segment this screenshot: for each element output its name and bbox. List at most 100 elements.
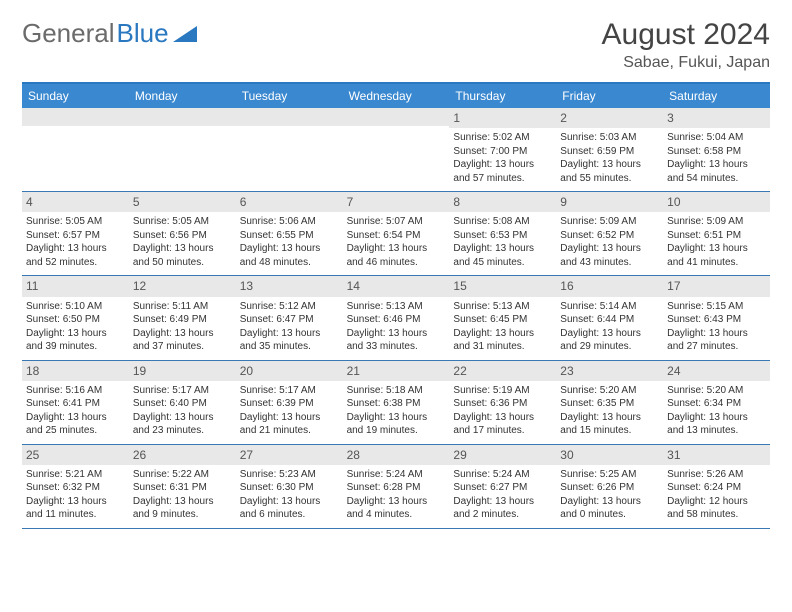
- cell-line: Sunset: 6:46 PM: [347, 313, 446, 327]
- cell-line: Daylight: 13 hours: [667, 327, 766, 341]
- day-number: 4: [22, 192, 129, 212]
- page-title: August 2024: [602, 18, 770, 52]
- cell-line: Sunrise: 5:02 AM: [453, 131, 552, 145]
- calendar-cell: 23Sunrise: 5:20 AMSunset: 6:35 PMDayligh…: [556, 361, 663, 444]
- cell-line: and 35 minutes.: [240, 340, 339, 354]
- cell-line: Sunrise: 5:21 AM: [26, 468, 125, 482]
- cell-line: Daylight: 13 hours: [133, 411, 232, 425]
- calendar-week: 18Sunrise: 5:16 AMSunset: 6:41 PMDayligh…: [22, 361, 770, 445]
- calendar-cell: 15Sunrise: 5:13 AMSunset: 6:45 PMDayligh…: [449, 276, 556, 359]
- cell-line: Sunrise: 5:13 AM: [453, 300, 552, 314]
- calendar-week: 1Sunrise: 5:02 AMSunset: 7:00 PMDaylight…: [22, 108, 770, 192]
- cell-line: and 50 minutes.: [133, 256, 232, 270]
- calendar-cell: 13 Sunrise: 5:12 AMSunset: 6:47 PMDayligh…: [236, 276, 343, 359]
- cell-line: and 55 minutes.: [560, 172, 659, 186]
- cell-line: and 46 minutes.: [347, 256, 446, 270]
- cell-line: and 2 minutes.: [453, 508, 552, 522]
- calendar-cell: [343, 108, 450, 191]
- calendar-cell: [129, 108, 236, 191]
- cell-line: and 54 minutes.: [667, 172, 766, 186]
- cell-line: Daylight: 13 hours: [453, 327, 552, 341]
- cell-line: Daylight: 13 hours: [453, 495, 552, 509]
- weekday-label: Wednesday: [343, 84, 450, 108]
- cell-line: Daylight: 13 hours: [347, 327, 446, 341]
- day-number: 25: [22, 445, 129, 465]
- calendar-cell: 12Sunrise: 5:11 AMSunset: 6:49 PMDayligh…: [129, 276, 236, 359]
- cell-line: Daylight: 13 hours: [133, 242, 232, 256]
- cell-line: and 29 minutes.: [560, 340, 659, 354]
- weekday-label: Saturday: [663, 84, 770, 108]
- cell-line: Daylight: 13 hours: [240, 242, 339, 256]
- day-number: [22, 108, 129, 126]
- cell-line: Sunrise: 5:12 AM: [240, 300, 339, 314]
- cell-line: Sunset: 6:35 PM: [560, 397, 659, 411]
- cell-line: Sunset: 6:49 PM: [133, 313, 232, 327]
- cell-line: and 4 minutes.: [347, 508, 446, 522]
- calendar-cell: 2Sunrise: 5:03 AMSunset: 6:59 PMDaylight…: [556, 108, 663, 191]
- cell-line: Daylight: 13 hours: [133, 327, 232, 341]
- cell-line: Sunrise: 5:17 AM: [240, 384, 339, 398]
- calendar-cell: 24Sunrise: 5:20 AMSunset: 6:34 PMDayligh…: [663, 361, 770, 444]
- cell-line: Sunset: 6:34 PM: [667, 397, 766, 411]
- cell-line: Sunrise: 5:23 AM: [240, 468, 339, 482]
- calendar-cell: 7Sunrise: 5:07 AMSunset: 6:54 PMDaylight…: [343, 192, 450, 275]
- cell-line: Daylight: 13 hours: [347, 495, 446, 509]
- cell-line: Daylight: 13 hours: [133, 495, 232, 509]
- calendar-cell: 31Sunrise: 5:26 AMSunset: 6:24 PMDayligh…: [663, 445, 770, 528]
- cell-line: Sunset: 6:27 PM: [453, 481, 552, 495]
- cell-line: and 45 minutes.: [453, 256, 552, 270]
- day-number: 18: [22, 361, 129, 381]
- cell-line: Sunrise: 5:14 AM: [560, 300, 659, 314]
- calendar-cell: 16Sunrise: 5:14 AMSunset: 6:44 PMDayligh…: [556, 276, 663, 359]
- calendar-cell: 5Sunrise: 5:05 AMSunset: 6:56 PMDaylight…: [129, 192, 236, 275]
- day-number: 9: [556, 192, 663, 212]
- day-number: 3: [663, 108, 770, 128]
- day-number: 13: [236, 276, 343, 296]
- cell-line: and 39 minutes.: [26, 340, 125, 354]
- calendar-cell: 3Sunrise: 5:04 AMSunset: 6:58 PMDaylight…: [663, 108, 770, 191]
- cell-line: Sunset: 6:26 PM: [560, 481, 659, 495]
- cell-line: Daylight: 13 hours: [560, 327, 659, 341]
- day-number: 6: [236, 192, 343, 212]
- day-number: 10: [663, 192, 770, 212]
- cell-line: Sunrise: 5:24 AM: [347, 468, 446, 482]
- cell-line: Daylight: 13 hours: [240, 327, 339, 341]
- calendar-cell: [22, 108, 129, 191]
- cell-line: Sunrise: 5:16 AM: [26, 384, 125, 398]
- cell-line: Sunrise: 5:17 AM: [133, 384, 232, 398]
- cell-line: Sunset: 6:44 PM: [560, 313, 659, 327]
- calendar-cell: 27Sunrise: 5:23 AMSunset: 6:30 PMDayligh…: [236, 445, 343, 528]
- cell-line: Sunrise: 5:03 AM: [560, 131, 659, 145]
- day-number: 7: [343, 192, 450, 212]
- cell-line: Daylight: 13 hours: [26, 411, 125, 425]
- cell-line: Sunrise: 5:04 AM: [667, 131, 766, 145]
- calendar-cell: 4Sunrise: 5:05 AMSunset: 6:57 PMDaylight…: [22, 192, 129, 275]
- cell-line: Sunrise: 5:18 AM: [347, 384, 446, 398]
- cell-line: Daylight: 13 hours: [240, 495, 339, 509]
- cell-line: and 21 minutes.: [240, 424, 339, 438]
- calendar-cell: 1Sunrise: 5:02 AMSunset: 7:00 PMDaylight…: [449, 108, 556, 191]
- cell-line: Sunset: 6:47 PM: [240, 313, 339, 327]
- cell-line: Sunset: 6:24 PM: [667, 481, 766, 495]
- cell-line: Sunset: 6:57 PM: [26, 229, 125, 243]
- cell-line: Sunset: 6:52 PM: [560, 229, 659, 243]
- day-number: 28: [343, 445, 450, 465]
- calendar-week: 25Sunrise: 5:21 AMSunset: 6:32 PMDayligh…: [22, 445, 770, 529]
- calendar-week: 4Sunrise: 5:05 AMSunset: 6:57 PMDaylight…: [22, 192, 770, 276]
- cell-line: Sunrise: 5:26 AM: [667, 468, 766, 482]
- cell-line: Sunset: 6:39 PM: [240, 397, 339, 411]
- cell-line: Sunset: 6:58 PM: [667, 145, 766, 159]
- cell-line: and 43 minutes.: [560, 256, 659, 270]
- calendar-cell: 28Sunrise: 5:24 AMSunset: 6:28 PMDayligh…: [343, 445, 450, 528]
- cell-line: and 33 minutes.: [347, 340, 446, 354]
- cell-line: and 13 minutes.: [667, 424, 766, 438]
- cell-line: Sunrise: 5:15 AM: [667, 300, 766, 314]
- cell-line: Sunrise: 5:08 AM: [453, 215, 552, 229]
- cell-line: Daylight: 13 hours: [347, 411, 446, 425]
- cell-line: Sunrise: 5:09 AM: [560, 215, 659, 229]
- cell-line: Sunset: 6:45 PM: [453, 313, 552, 327]
- day-number: 30: [556, 445, 663, 465]
- cell-line: Sunset: 7:00 PM: [453, 145, 552, 159]
- cell-line: Sunrise: 5:24 AM: [453, 468, 552, 482]
- cell-line: Sunset: 6:56 PM: [133, 229, 232, 243]
